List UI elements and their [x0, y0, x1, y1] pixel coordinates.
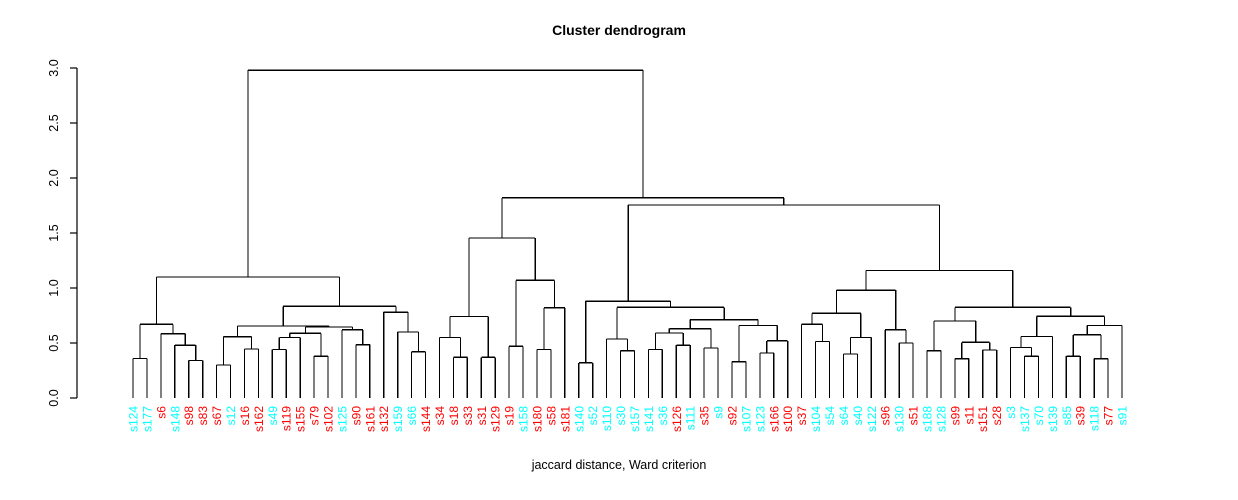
leaf-label: s177: [140, 406, 154, 432]
leaf-label: s52: [586, 406, 600, 426]
leaf-label: s66: [405, 406, 419, 426]
leaf-label: s180: [530, 406, 544, 432]
y-axis-tick-label: 2.5: [47, 114, 61, 131]
y-axis-tick-label: 2.0: [47, 169, 61, 186]
y-axis-tick-label: 1.0: [47, 279, 61, 296]
leaf-label: s166: [767, 406, 781, 432]
leaf-label: s157: [628, 406, 642, 432]
leaf-label: s31: [475, 406, 489, 426]
y-axis-tick-label: 0.5: [47, 334, 61, 351]
leaf-label: s54: [823, 406, 837, 426]
leaf-label: s110: [600, 406, 614, 431]
leaf-label: s99: [948, 406, 962, 426]
leaf-label: s6: [154, 406, 168, 419]
leaf-label: s132: [377, 406, 391, 432]
leaf-label: s122: [865, 406, 879, 432]
leaf-label: s83: [196, 406, 210, 426]
leaf-label: s98: [182, 406, 196, 426]
leaf-label: s67: [210, 406, 224, 426]
leaf-label: s104: [809, 406, 823, 432]
leaf-label: s188: [921, 406, 935, 432]
leaf-label: s181: [558, 406, 572, 432]
leaf-label: s100: [781, 406, 795, 432]
leaf-label: s79: [308, 406, 322, 426]
leaf-label: s19: [503, 406, 517, 426]
leaf-label: s161: [363, 406, 377, 432]
leaf-label: s37: [795, 406, 809, 426]
leaf-label: s77: [1102, 406, 1116, 426]
leaf-label: s126: [670, 406, 684, 432]
leaf-label: s90: [349, 406, 363, 426]
leaf-label: s96: [879, 406, 893, 426]
leaf-label: s162: [252, 406, 266, 432]
leaf-label: s33: [461, 406, 475, 426]
leaf-label: s130: [893, 406, 907, 432]
leaf-label: s12: [224, 406, 238, 426]
y-axis-tick-label: 1.5: [47, 224, 61, 241]
leaf-label: s18: [447, 406, 461, 426]
plot-title: Cluster dendrogram: [552, 22, 686, 38]
leaf-label: s124: [127, 406, 141, 432]
leaf-label: s30: [614, 406, 628, 426]
leaf-label: s28: [990, 406, 1004, 426]
leaf-label: s9: [712, 406, 726, 419]
y-axis-tick-label: 3.0: [47, 59, 61, 76]
leaf-label: s40: [851, 406, 865, 426]
leaf-label: s118: [1088, 406, 1102, 431]
leaf-label: s51: [907, 406, 921, 426]
leaf-label: s141: [642, 406, 656, 432]
leaf-label: s107: [739, 406, 753, 432]
leaf-label: s140: [572, 406, 586, 432]
leaf-label: s144: [419, 406, 433, 432]
leaf-label: s36: [656, 406, 670, 426]
leaf-label: s102: [322, 406, 336, 432]
leaf-label: s119: [280, 406, 294, 431]
leaf-label: s111: [684, 406, 698, 431]
leaf-label: s92: [725, 406, 739, 426]
leaf-label: s39: [1074, 406, 1088, 426]
y-axis: [70, 67, 78, 399]
leaf-label: s155: [294, 406, 308, 432]
leaf-label: s123: [753, 406, 767, 432]
plot-caption: jaccard distance, Ward criterion: [531, 458, 707, 472]
leaf-label: s91: [1116, 406, 1130, 426]
leaf-label: s3: [1004, 406, 1018, 419]
leaf-label: s128: [934, 406, 948, 432]
leaf-label: s11: [962, 406, 976, 425]
leaf-label: s151: [976, 406, 990, 432]
leaf-label: s139: [1046, 406, 1060, 432]
leaf-label: s158: [517, 406, 531, 432]
dendrogram-links: [132, 69, 1123, 398]
leaf-label: s34: [433, 406, 447, 426]
leaf-label: s85: [1060, 406, 1074, 426]
leaf-label: s137: [1018, 406, 1032, 432]
y-axis-labels: 0.0 0.5 1.0 1.5 2.0 2.5 3.0: [47, 59, 61, 406]
leaf-label: s64: [837, 406, 851, 426]
y-axis-tick-label: 0.0: [47, 389, 61, 406]
leaf-label: s70: [1032, 406, 1046, 426]
leaf-label: s129: [489, 406, 503, 432]
leaf-label: s148: [168, 406, 182, 432]
leaf-label: s125: [335, 406, 349, 432]
leaf-label: s159: [391, 406, 405, 432]
leaf-label: s35: [698, 406, 712, 426]
leaf-label: s49: [266, 406, 280, 426]
leaf-label: s58: [544, 406, 558, 426]
leaf-labels: s124 s177 s6 s148 s98 s83 s67 s12 s16 s162 s49 s119…: [127, 406, 1130, 432]
leaf-label: s16: [238, 406, 252, 426]
